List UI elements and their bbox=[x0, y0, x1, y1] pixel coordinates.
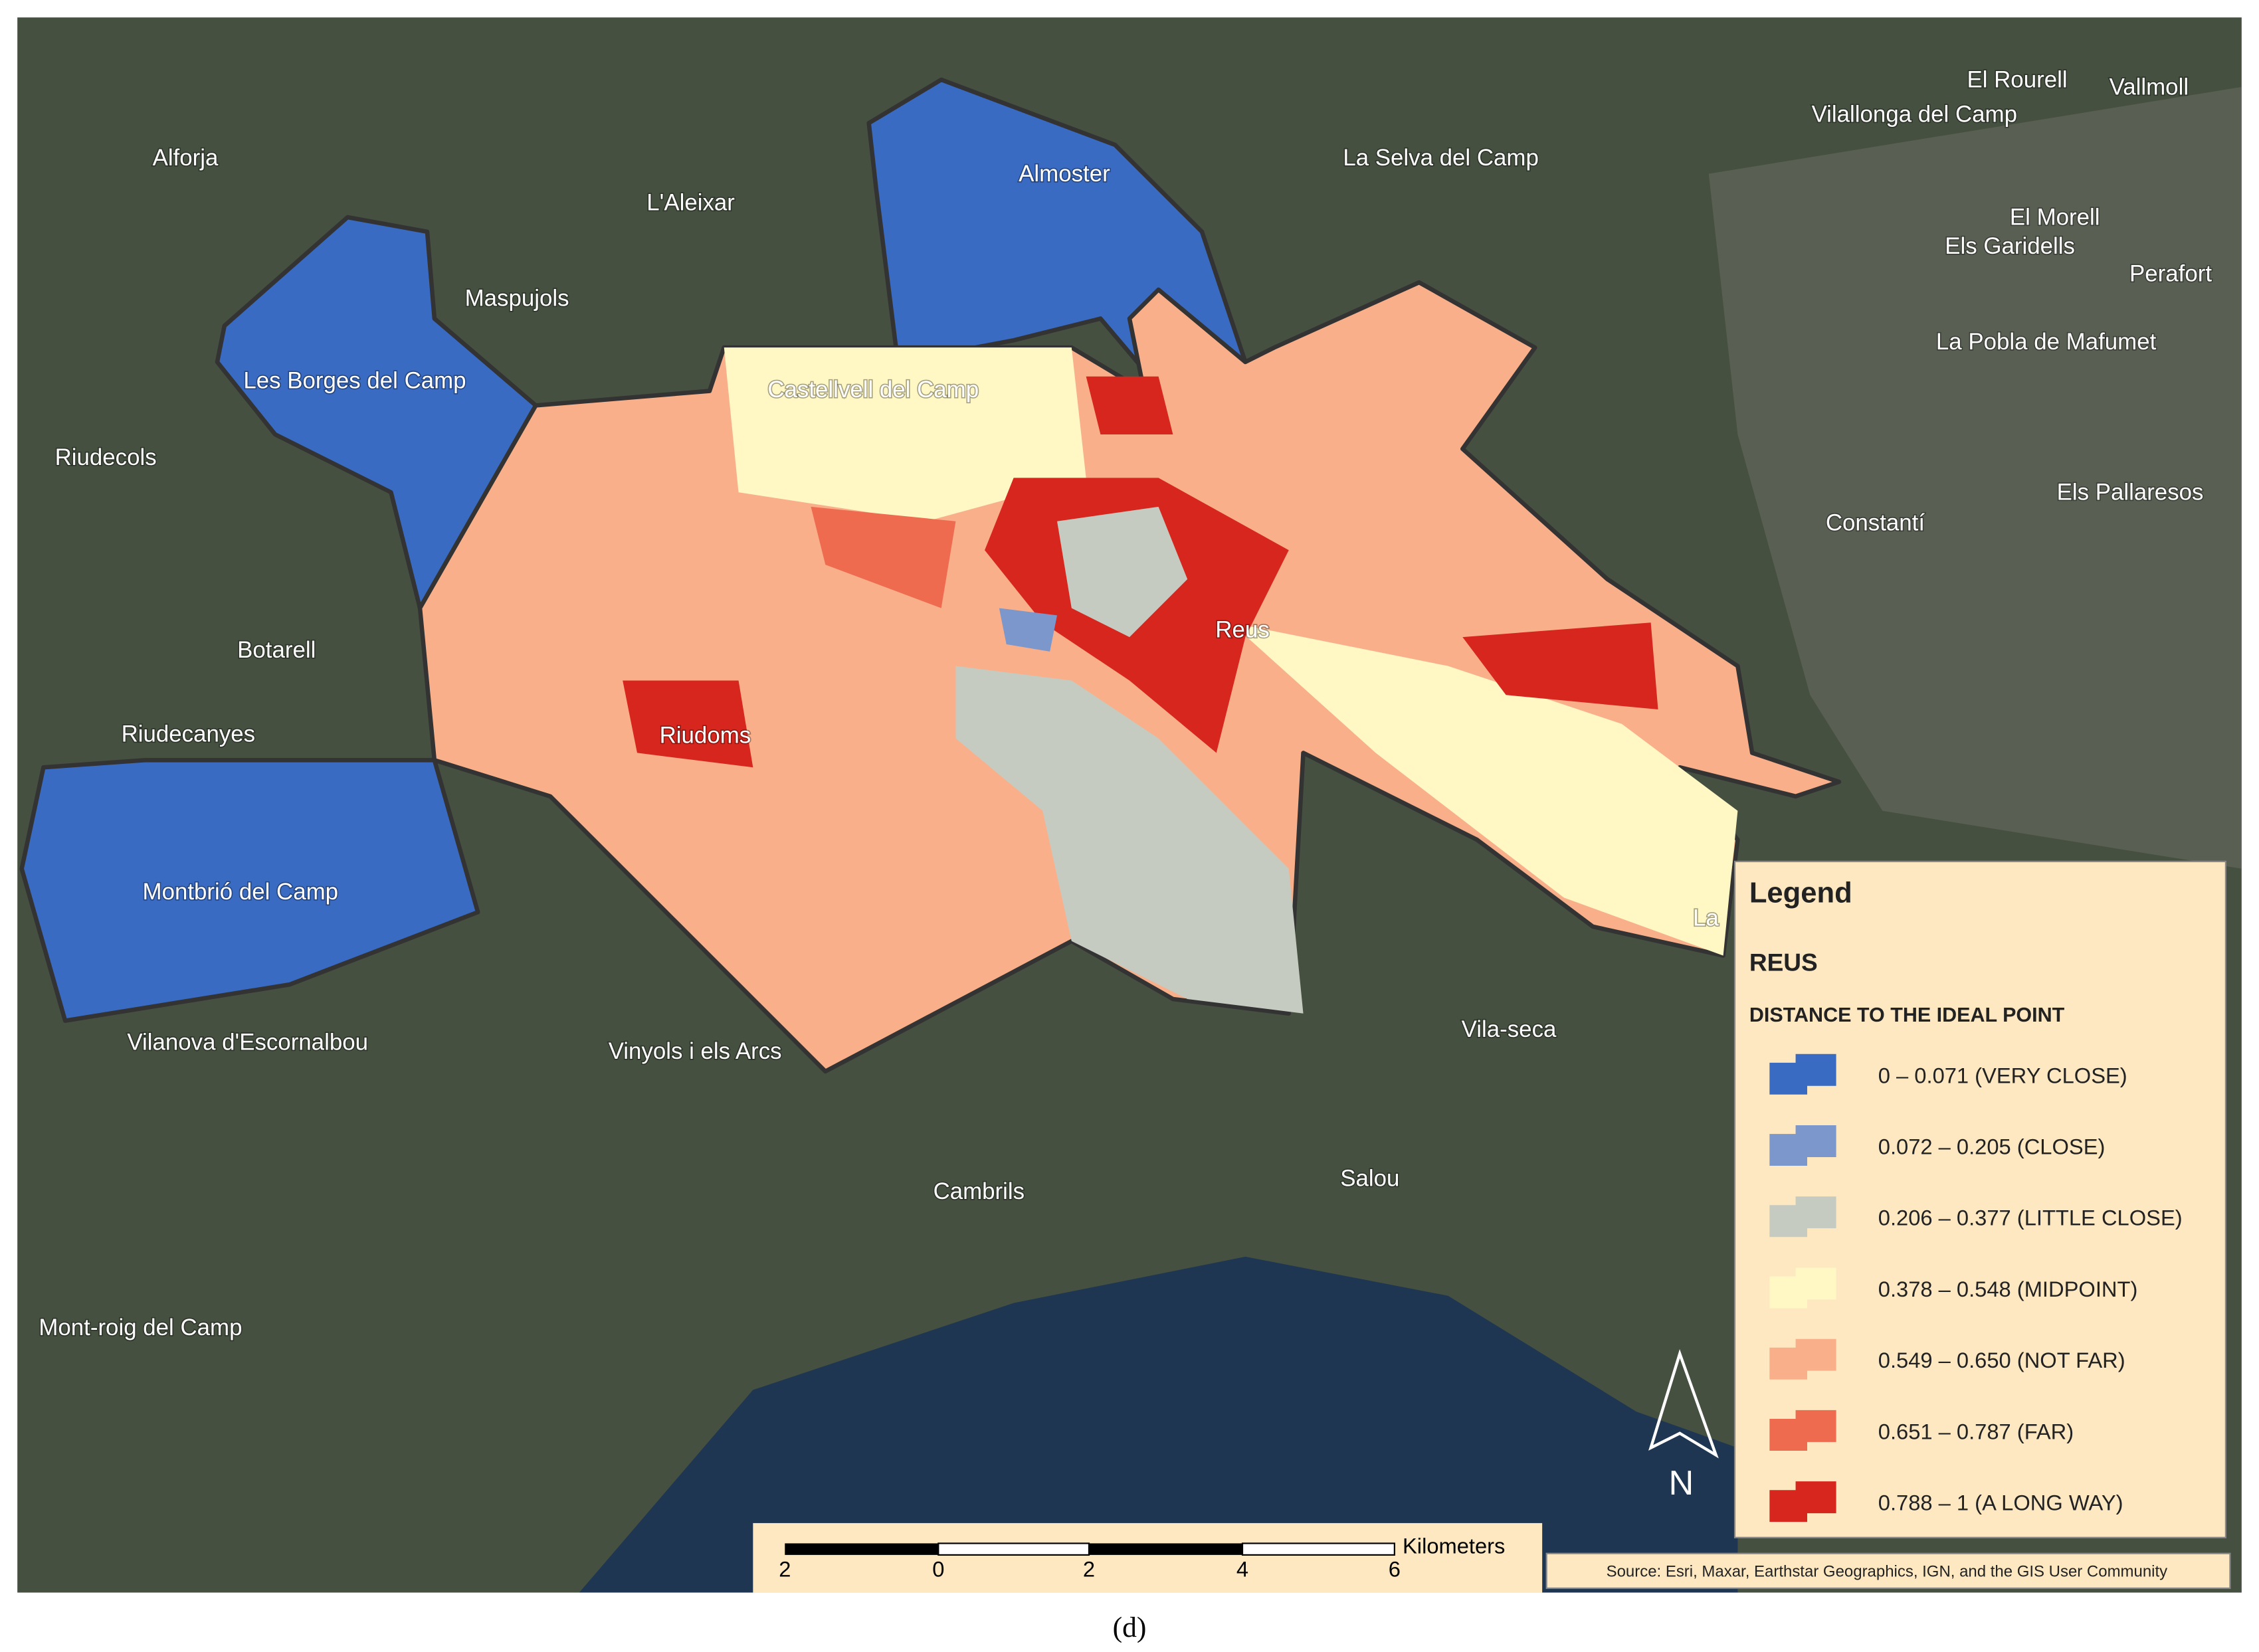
legend-swatch bbox=[1769, 1196, 1836, 1238]
place-label: Montbrió del Camp bbox=[143, 879, 339, 905]
district bbox=[19, 758, 480, 1023]
scale-segment bbox=[785, 1543, 939, 1555]
zone bbox=[1057, 506, 1188, 638]
legend-swatch bbox=[1769, 1481, 1836, 1522]
place-label: Botarell bbox=[237, 637, 316, 663]
place-label: Constantí bbox=[1826, 509, 1925, 535]
scale-bar-box bbox=[753, 1522, 1543, 1593]
scale-unit: Kilometers bbox=[1403, 1534, 1505, 1558]
legend-swatch bbox=[1769, 1054, 1836, 1095]
caption: (d) bbox=[1113, 1611, 1147, 1643]
place-label: Els Pallaresos bbox=[2057, 480, 2204, 505]
legend-title: Legend bbox=[1749, 877, 1852, 909]
place-label: Reus bbox=[1215, 617, 1269, 643]
scale-label: 2 bbox=[779, 1556, 791, 1581]
place-label: Cambrils bbox=[933, 1178, 1025, 1204]
place-label: Les Borges del Camp bbox=[243, 368, 466, 394]
place-label: Mont-roig del Camp bbox=[39, 1315, 242, 1340]
place-label: El Rourell bbox=[1967, 66, 2067, 92]
legend-swatch bbox=[1769, 1267, 1836, 1309]
zone bbox=[724, 347, 1086, 521]
zones bbox=[623, 347, 1738, 1014]
place-label: L'Aleixar bbox=[646, 190, 735, 216]
place-label: Els Garidells bbox=[1945, 233, 2075, 259]
scale-bar bbox=[785, 1542, 1395, 1556]
legend-label: 0.788 – 1 (A LONG WAY) bbox=[1878, 1491, 2123, 1515]
zone bbox=[811, 506, 956, 608]
zone bbox=[999, 608, 1058, 652]
legend-label: 0.378 – 0.548 (MIDPOINT) bbox=[1878, 1277, 2138, 1301]
place-label: Vinyols i els Arcs bbox=[609, 1038, 782, 1064]
scale-segment bbox=[1088, 1543, 1242, 1555]
scale-segment bbox=[1241, 1542, 1395, 1556]
place-label: Riudecanyes bbox=[122, 721, 256, 747]
place-label: Perafort bbox=[2129, 260, 2212, 286]
zone bbox=[623, 680, 753, 768]
legend-swatch bbox=[1769, 1338, 1836, 1380]
place-label: Riudoms bbox=[660, 723, 751, 749]
place-label: Almoster bbox=[1019, 161, 1110, 187]
place-label: Alforja bbox=[153, 145, 219, 171]
place-label: Vila-seca bbox=[1462, 1016, 1557, 1042]
legend-label: 0.072 – 0.205 (CLOSE) bbox=[1878, 1135, 2106, 1159]
place-label: Maspujols bbox=[465, 285, 569, 311]
scale-label: 6 bbox=[1389, 1556, 1401, 1581]
legend-layer: REUS bbox=[1749, 948, 1818, 976]
source-text: Source: Esri, Maxar, Earthstar Geographi… bbox=[1607, 1562, 2168, 1580]
sea bbox=[579, 1256, 1738, 1593]
north-label: N bbox=[1668, 1464, 1694, 1503]
place-label: El Morell bbox=[2010, 204, 2100, 230]
zone bbox=[1230, 622, 1738, 956]
legend-swatch bbox=[1769, 1410, 1836, 1451]
scale-label: 2 bbox=[1083, 1556, 1095, 1581]
zone bbox=[1462, 622, 1658, 710]
place-label: La Pobla de Mafumet bbox=[1936, 329, 2157, 355]
zone bbox=[955, 666, 1304, 1014]
source-box bbox=[1545, 1552, 2231, 1590]
place-label: La bbox=[1693, 905, 1719, 931]
legend-label: 0 – 0.071 (VERY CLOSE) bbox=[1878, 1063, 2127, 1087]
zone bbox=[1086, 376, 1173, 434]
scale-label: 4 bbox=[1236, 1556, 1248, 1581]
legend-swatch bbox=[1769, 1125, 1836, 1166]
place-label: Vilallonga del Camp bbox=[1812, 102, 2017, 128]
north-arrow bbox=[1648, 1349, 1719, 1459]
scale-segment bbox=[937, 1542, 1090, 1556]
legend-label: 0.206 – 0.377 (LITTLE CLOSE) bbox=[1878, 1206, 2183, 1230]
place-label: La Selva del Camp bbox=[1343, 145, 1539, 171]
legend-label: 0.549 – 0.650 (NOT FAR) bbox=[1878, 1348, 2125, 1372]
urban-area bbox=[1708, 86, 2242, 869]
place-label: Salou bbox=[1340, 1166, 1399, 1192]
scale-label: 0 bbox=[932, 1556, 944, 1581]
place-label: Vallmoll bbox=[2110, 74, 2189, 100]
legend-field: DISTANCE TO THE IDEAL POINT bbox=[1749, 1004, 2065, 1026]
place-label: Vilanova d'Escornalbou bbox=[127, 1030, 368, 1055]
place-label: Castellvell del Camp bbox=[767, 377, 979, 403]
legend-label: 0.651 – 0.787 (FAR) bbox=[1878, 1419, 2074, 1443]
place-label: Riudecols bbox=[55, 444, 157, 470]
